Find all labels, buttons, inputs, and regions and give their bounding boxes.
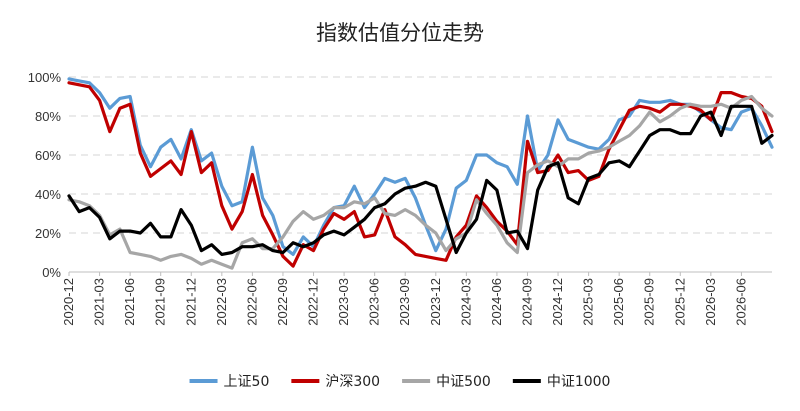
y-tick-label: 0% <box>42 265 61 280</box>
gridlines <box>69 76 772 273</box>
chart-title: 指数估值分位走势 <box>316 21 484 45</box>
x-tick-label: 2021-06 <box>122 278 137 326</box>
series-line <box>67 104 774 256</box>
x-tick-label: 2020-12 <box>61 278 76 326</box>
x-tick-label: 2023-12 <box>428 278 443 326</box>
series-lines <box>67 77 774 270</box>
legend-label: 沪深300 <box>325 374 380 390</box>
x-tick-label: 2023-06 <box>367 278 382 326</box>
x-tick-label: 2025-12 <box>672 278 687 326</box>
y-tick-label: 100% <box>28 70 62 85</box>
x-tick-label: 2025-03 <box>581 278 596 326</box>
legend-label: 中证500 <box>436 374 491 390</box>
y-tick-label: 20% <box>35 226 61 241</box>
x-tick-label: 2023-03 <box>336 278 351 326</box>
x-tick-label: 2021-12 <box>183 278 198 326</box>
x-tick-label: 2022-09 <box>275 278 290 326</box>
series-line <box>67 77 774 256</box>
x-tick-label: 2024-12 <box>550 278 565 326</box>
y-tick-label: 60% <box>35 148 61 163</box>
x-tick-label: 2025-06 <box>611 278 626 326</box>
x-tick-label: 2024-03 <box>458 278 473 326</box>
series-line <box>67 94 774 270</box>
x-tick-label: 2023-09 <box>397 278 412 326</box>
x-tick-label: 2022-12 <box>306 278 321 326</box>
series-line <box>67 81 774 268</box>
x-tick-label: 2026-06 <box>733 278 748 326</box>
x-tick-label: 2021-09 <box>153 278 168 326</box>
x-axis-ticks: 2020-12 2021-03 2021-06 2021-09 2021-12 2022-… <box>61 272 748 326</box>
x-tick-label: 2025-09 <box>642 278 657 326</box>
y-axis-ticks: 0% 20% 40% 60% 80% 100% <box>28 70 62 280</box>
x-tick-label: 2021-03 <box>92 278 107 326</box>
y-tick-label: 80% <box>35 109 61 124</box>
legend: 上证50 沪深300 中证500 中证1000 <box>189 374 611 390</box>
x-tick-label: 2026-03 <box>703 278 718 326</box>
y-tick-label: 40% <box>35 187 61 202</box>
x-tick-label: 2024-09 <box>519 278 534 326</box>
legend-label: 上证50 <box>224 374 270 390</box>
x-tick-label: 2022-06 <box>244 278 259 326</box>
x-tick-label: 2024-06 <box>489 278 504 326</box>
x-tick-label: 2022-03 <box>214 278 229 326</box>
legend-label: 中证1000 <box>547 374 611 390</box>
